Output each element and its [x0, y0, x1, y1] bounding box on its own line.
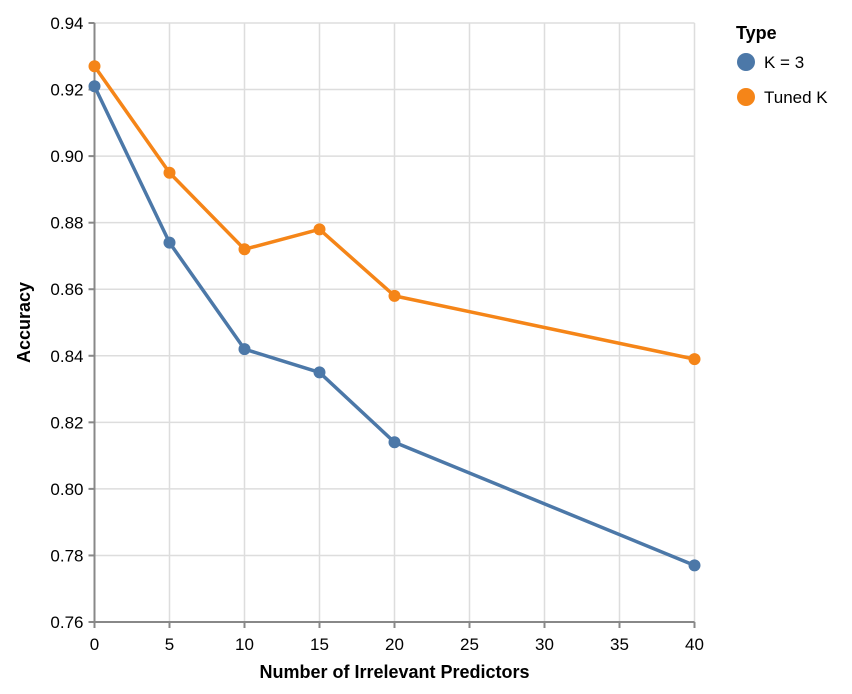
y-tick-label: 0.76: [50, 613, 83, 632]
x-tick-label: 5: [165, 635, 174, 654]
y-tick-label: 0.90: [50, 147, 83, 166]
x-tick-label: 25: [460, 635, 479, 654]
data-point: [688, 559, 701, 572]
data-point: [88, 80, 101, 93]
data-point: [388, 289, 401, 302]
y-tick-label: 0.80: [50, 480, 83, 499]
legend-swatch-tuned-k-icon: [737, 88, 755, 106]
y-tick-label: 0.94: [50, 14, 83, 33]
y-tick-label: 0.86: [50, 280, 83, 299]
legend: Type K = 3 Tuned K: [736, 23, 828, 107]
y-tick-label: 0.92: [50, 81, 83, 100]
x-tick-label: 10: [235, 635, 254, 654]
x-tick-label: 20: [385, 635, 404, 654]
y-tick-label: 0.84: [50, 347, 83, 366]
x-tick-label: 35: [610, 635, 629, 654]
data-point: [313, 223, 326, 236]
legend-entry-tuned-k: Tuned K: [737, 88, 828, 107]
legend-entry-k3: K = 3: [737, 53, 804, 72]
data-point: [688, 353, 701, 366]
x-tick-label: 15: [310, 635, 329, 654]
data-point: [88, 60, 101, 73]
series-k3: [88, 80, 701, 572]
legend-label-k3: K = 3: [764, 53, 804, 72]
data-point: [388, 436, 401, 449]
data-point: [238, 243, 251, 256]
data-point: [313, 366, 326, 379]
y-tick-label: 0.88: [50, 214, 83, 233]
x-axis-title: Number of Irrelevant Predictors: [259, 662, 529, 682]
x-tick-label: 30: [535, 635, 554, 654]
legend-label-tuned-k: Tuned K: [764, 88, 828, 107]
y-tick-label: 0.82: [50, 413, 83, 432]
data-point: [163, 236, 176, 249]
data-point: [163, 166, 176, 179]
x-tick-label: 40: [685, 635, 704, 654]
x-tick-label: 0: [90, 635, 99, 654]
y-tick-label: 0.78: [50, 546, 83, 565]
legend-swatch-k3-icon: [737, 53, 755, 71]
axes-layer: 0.76 0.78 0.80 0.82 0.84 0.86 0.88 0.90 0.92 0.94…: [50, 14, 704, 654]
data-point: [238, 343, 251, 356]
series-tuned-k: [88, 60, 701, 366]
y-axis-title: Accuracy: [14, 282, 34, 363]
series-line: [92, 84, 697, 568]
grid-layer: [93, 22, 696, 623]
series-line: [92, 64, 697, 361]
legend-title: Type: [736, 23, 777, 43]
series-layer: [88, 60, 701, 572]
